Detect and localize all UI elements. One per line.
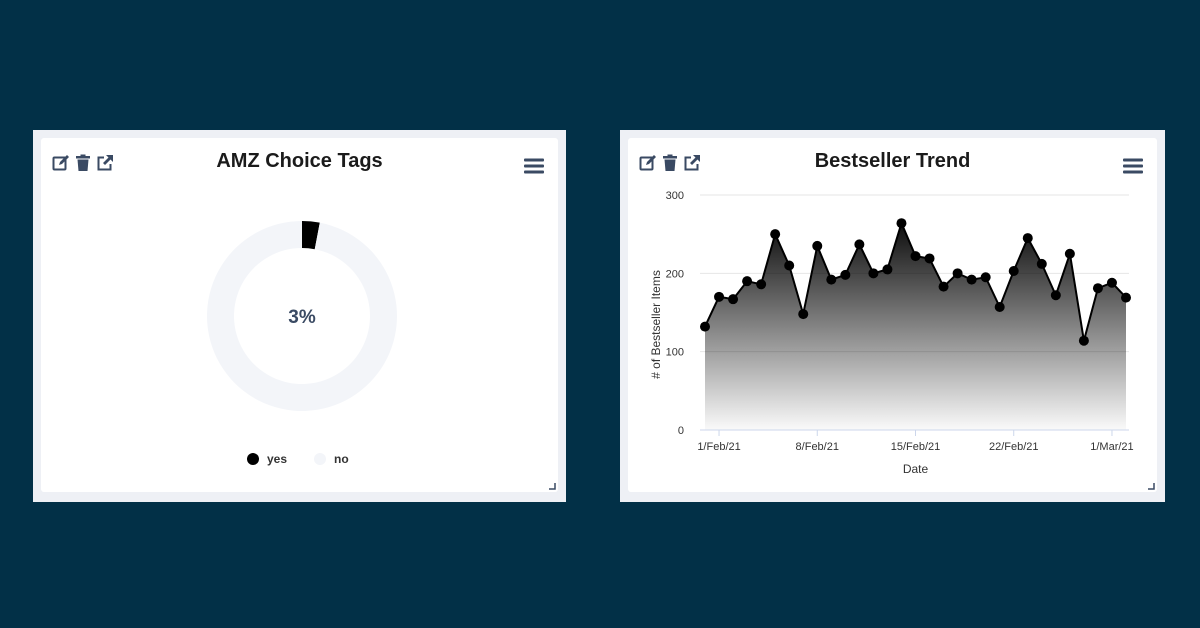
data-point[interactable] <box>700 321 710 332</box>
data-point[interactable] <box>840 269 851 280</box>
x-tick-label: 1/Feb/21 <box>697 441 740 453</box>
data-point[interactable] <box>980 272 991 283</box>
y-tick-label: 300 <box>666 190 684 202</box>
card-toolbar <box>52 154 114 172</box>
y-tick-label: 100 <box>666 347 684 359</box>
data-point[interactable] <box>868 268 879 279</box>
resize-handle-icon[interactable] <box>548 482 556 490</box>
hamburger-menu-icon[interactable] <box>524 158 544 174</box>
data-point[interactable] <box>882 264 893 275</box>
bestseller-trend-card: Bestseller Trend 0 100 200 300 1/Feb/21 8/Feb… <box>620 130 1165 502</box>
y-tick-label: 0 <box>678 425 684 437</box>
data-point[interactable] <box>966 274 977 285</box>
area-chart: 0 100 200 300 1/Feb/21 8/Feb/21 15/Feb/21 22/Fe… <box>649 190 1134 476</box>
trash-icon[interactable] <box>661 154 679 172</box>
data-point[interactable] <box>938 281 949 292</box>
data-point[interactable] <box>756 279 767 290</box>
data-point[interactable] <box>1022 233 1033 244</box>
data-point[interactable] <box>910 251 921 262</box>
legend-marker-yes[interactable] <box>247 453 259 465</box>
choice-tags-card: AMZ Choice Tags 3% yes no <box>33 130 566 502</box>
data-point[interactable] <box>952 268 963 279</box>
x-tick-label: 22/Feb/21 <box>989 441 1039 453</box>
data-point[interactable] <box>742 276 753 287</box>
resize-handle-icon[interactable] <box>1147 482 1155 490</box>
x-axis-title: Date <box>903 462 929 476</box>
data-point[interactable] <box>924 253 935 264</box>
card-title: AMZ Choice Tags <box>216 150 383 172</box>
x-tick-label: 1/Mar/21 <box>1090 441 1133 453</box>
legend-marker-no[interactable] <box>314 453 326 465</box>
edit-icon[interactable] <box>639 154 657 172</box>
choice-tags-card-body: AMZ Choice Tags 3% yes no <box>41 138 558 492</box>
data-point[interactable] <box>1092 283 1103 294</box>
donut-center-label: 3% <box>288 307 316 328</box>
x-tick-label: 15/Feb/21 <box>891 441 941 453</box>
trash-icon[interactable] <box>74 154 92 172</box>
legend-label-no[interactable]: no <box>334 452 349 466</box>
data-point[interactable] <box>1064 248 1075 259</box>
data-point[interactable] <box>1050 290 1061 301</box>
card-toolbar <box>639 154 701 172</box>
y-tick-label: 200 <box>666 268 684 280</box>
data-point[interactable] <box>798 309 809 320</box>
data-point[interactable] <box>1106 277 1117 288</box>
data-point[interactable] <box>812 240 823 251</box>
bestseller-trend-card-body: Bestseller Trend 0 100 200 300 1/Feb/21 8/Feb… <box>628 138 1157 492</box>
data-point[interactable] <box>1008 265 1019 276</box>
donut-chart: 3% yes no <box>206 220 397 466</box>
data-point[interactable] <box>1078 335 1089 346</box>
data-point[interactable] <box>728 294 739 305</box>
area-fill <box>705 223 1126 430</box>
donut-slice-yes[interactable] <box>302 221 320 250</box>
edit-icon[interactable] <box>52 154 70 172</box>
legend-label-yes[interactable]: yes <box>267 452 287 466</box>
external-link-icon[interactable] <box>96 154 114 172</box>
card-title: Bestseller Trend <box>814 150 971 172</box>
data-point[interactable] <box>1036 258 1047 269</box>
y-axis-title: # of Bestseller Items <box>649 270 663 379</box>
data-point[interactable] <box>784 260 795 271</box>
hamburger-menu-icon[interactable] <box>1123 158 1143 174</box>
data-point[interactable] <box>1121 292 1131 303</box>
data-point[interactable] <box>770 229 781 240</box>
x-tick-label: 8/Feb/21 <box>796 441 839 453</box>
external-link-icon[interactable] <box>683 154 701 172</box>
data-point[interactable] <box>714 291 725 302</box>
data-point[interactable] <box>994 302 1005 313</box>
data-point[interactable] <box>896 218 907 229</box>
data-point[interactable] <box>826 274 837 285</box>
data-point[interactable] <box>854 239 865 250</box>
